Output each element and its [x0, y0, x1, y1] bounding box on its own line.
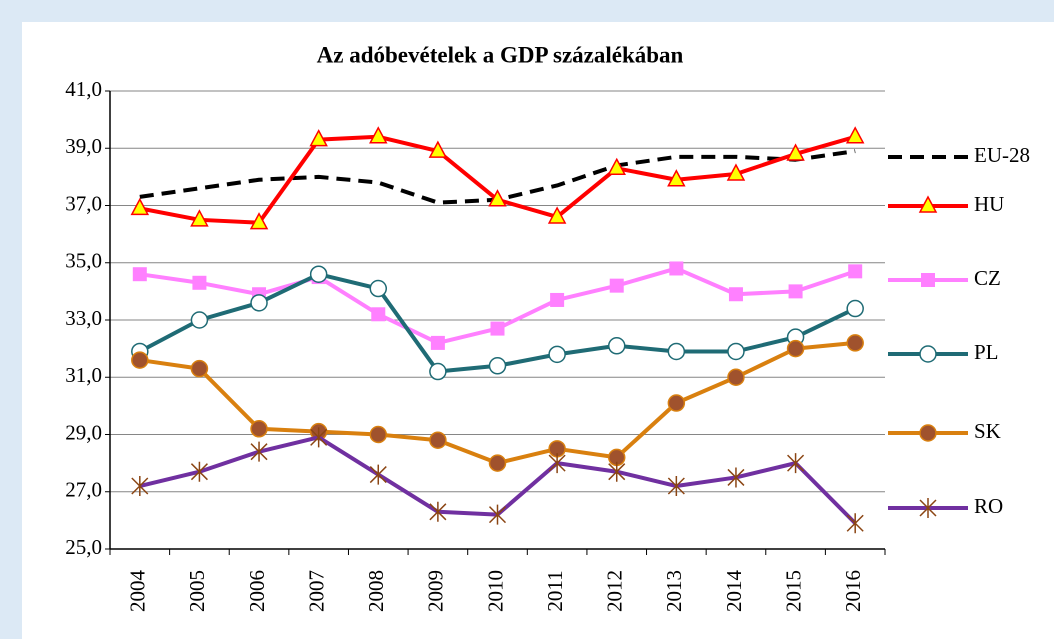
marker: [848, 264, 863, 279]
marker: [369, 126, 388, 144]
x-tick-label: 2004: [126, 570, 150, 613]
x-tick-label: 2013: [662, 570, 686, 612]
legend-marker: [919, 345, 937, 363]
marker: [548, 453, 566, 474]
marker: [490, 321, 505, 336]
y-tick-label: 27,0: [65, 478, 102, 502]
marker: [667, 476, 685, 497]
marker: [369, 425, 388, 444]
marker: [607, 337, 626, 355]
chart-title: Az adóbevételek a GDP százalékában: [317, 42, 684, 67]
marker: [369, 279, 388, 298]
marker: [371, 307, 386, 322]
marker: [428, 140, 448, 158]
legend-label: SK: [974, 419, 1001, 443]
x-tick-label: 2009: [424, 570, 448, 612]
x-tick-label: 2014: [722, 570, 746, 613]
y-tick-label: 39,0: [65, 134, 102, 158]
marker: [309, 265, 328, 283]
y-tick-label: 33,0: [65, 306, 102, 330]
marker: [429, 431, 447, 449]
x-tick-label: 2008: [364, 570, 388, 612]
x-tick-label: 2005: [185, 570, 209, 612]
marker: [788, 284, 803, 299]
marker: [787, 453, 805, 474]
y-tick-label: 25,0: [65, 535, 102, 559]
legend-marker: [919, 424, 937, 442]
legend-label: RO: [974, 494, 1003, 518]
marker: [726, 163, 746, 181]
marker: [190, 461, 208, 482]
marker: [667, 169, 686, 187]
marker: [190, 359, 209, 378]
legend-marker: [919, 498, 937, 518]
y-tick-label: 37,0: [65, 191, 102, 215]
marker: [488, 454, 507, 472]
legend-label: EU-28: [974, 143, 1030, 167]
legend-marker: [918, 195, 938, 213]
marker: [250, 294, 268, 312]
y-tick-label: 29,0: [65, 420, 102, 444]
y-tick-label: 31,0: [65, 363, 102, 387]
marker: [667, 394, 686, 412]
legend-marker: [921, 273, 935, 287]
marker: [846, 299, 864, 318]
marker: [550, 292, 565, 307]
marker: [250, 441, 268, 462]
marker: [190, 209, 209, 227]
x-tick-label: 2010: [483, 570, 507, 612]
marker: [786, 339, 805, 358]
marker: [369, 464, 387, 485]
x-tick-label: 2015: [781, 570, 805, 612]
legend-label: HU: [974, 192, 1004, 216]
legend-label: CZ: [974, 266, 1001, 290]
marker: [727, 342, 745, 361]
x-tick-label: 2007: [304, 570, 328, 612]
marker: [309, 129, 328, 147]
x-tick-label: 2006: [245, 570, 269, 612]
x-tick-label: 2016: [841, 570, 865, 612]
marker: [607, 157, 626, 176]
y-tick-label: 41,0: [65, 77, 102, 101]
legend-label: PL: [974, 340, 999, 364]
marker: [609, 278, 624, 293]
x-tick-label: 2012: [603, 570, 627, 612]
marker: [667, 342, 686, 361]
marker: [488, 504, 507, 525]
marker: [132, 267, 147, 282]
chart-panel: [22, 22, 1054, 639]
marker: [608, 461, 626, 482]
marker: [846, 513, 864, 534]
marker: [429, 362, 447, 381]
marker: [488, 189, 507, 207]
marker: [728, 287, 743, 302]
marker: [846, 334, 864, 352]
marker: [192, 275, 207, 290]
marker: [786, 143, 805, 161]
marker: [429, 501, 447, 522]
marker: [130, 197, 150, 216]
marker: [250, 420, 268, 438]
y-tick-label: 35,0: [65, 249, 102, 273]
marker: [845, 126, 865, 144]
marker: [488, 357, 507, 375]
marker: [190, 311, 209, 329]
marker: [548, 345, 566, 364]
marker: [131, 476, 149, 497]
marker: [430, 335, 445, 350]
x-tick-label: 2011: [543, 570, 567, 611]
marker: [727, 368, 745, 386]
marker: [547, 206, 567, 224]
marker: [249, 212, 269, 230]
marker: [131, 351, 149, 369]
marker: [669, 261, 684, 276]
marker: [310, 427, 328, 448]
marker: [727, 467, 745, 488]
